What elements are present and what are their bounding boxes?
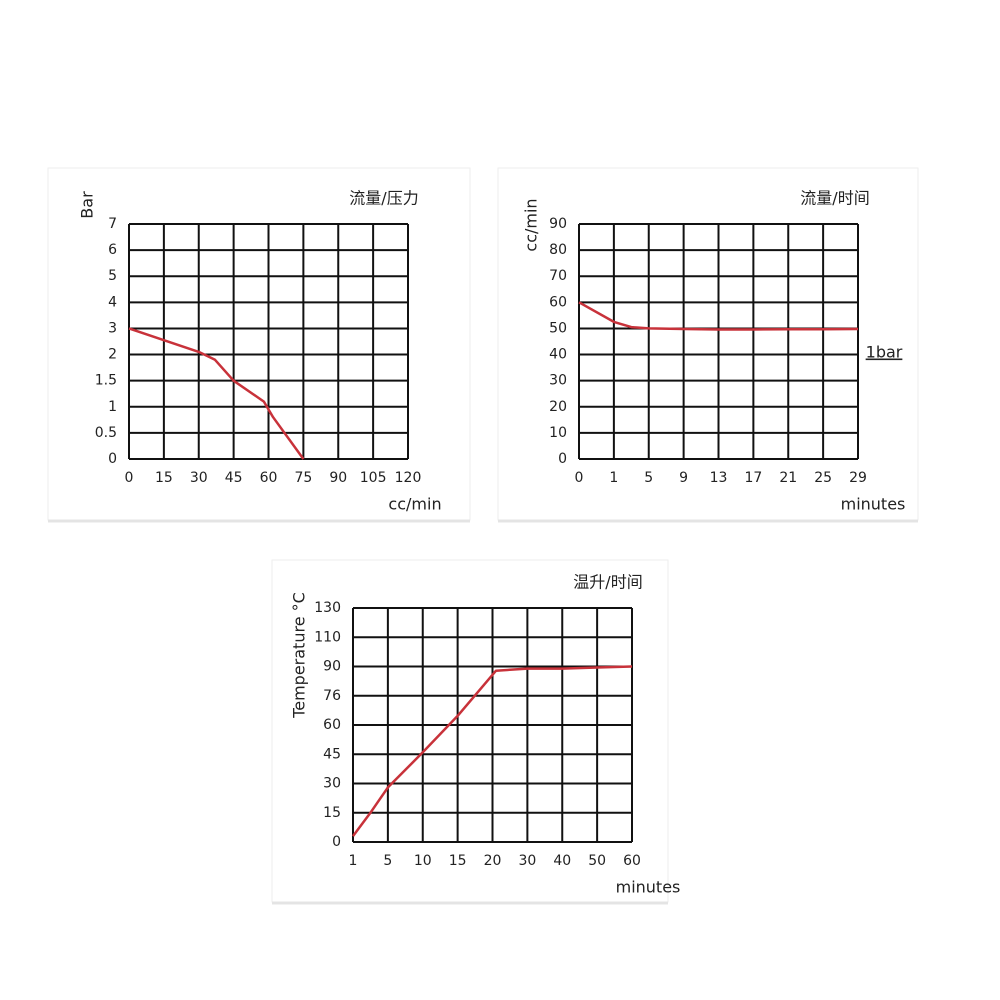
y-tick-label: 50 (549, 320, 567, 336)
x-tick-label: 0 (125, 470, 134, 486)
y-tick-label: 60 (323, 717, 341, 733)
data-line (128, 327, 305, 460)
y-axis-label: Temperature °C (290, 592, 309, 719)
x-tick-label: 1 (349, 853, 358, 869)
data-line (351, 665, 633, 837)
x-tick-label: 5 (644, 470, 653, 486)
y-tick-label: 5 (108, 268, 117, 284)
x-tick-label: 13 (710, 470, 728, 486)
chart-title: 流量/压力 (349, 189, 418, 208)
x-axis-label: cc/min (388, 495, 441, 514)
y-tick-label: 0 (108, 451, 117, 467)
x-tick-label: 5 (383, 853, 392, 869)
y-tick-label: 45 (323, 746, 341, 762)
x-tick-label: 15 (449, 853, 467, 869)
y-tick-label: 90 (323, 659, 341, 675)
x-tick-label: 105 (360, 470, 387, 486)
y-tick-label: 90 (549, 216, 567, 232)
y-tick-label: 80 (549, 242, 567, 258)
card (271, 559, 669, 903)
x-tick-label: 30 (518, 853, 536, 869)
y-axis-label: cc/min (522, 198, 541, 251)
data-line (578, 301, 859, 331)
x-tick-label: 60 (623, 853, 641, 869)
y-tick-label: 20 (549, 399, 567, 415)
x-tick-label: 40 (553, 853, 571, 869)
chart-title: 流量/时间 (800, 189, 869, 208)
x-tick-label: 75 (294, 470, 312, 486)
y-axis-label: Bar (78, 191, 97, 219)
y-tick-label: 70 (549, 268, 567, 284)
y-tick-label: 1.5 (95, 373, 117, 389)
x-tick-label: 90 (329, 470, 347, 486)
x-axis-label: minutes (616, 878, 681, 897)
x-tick-label: 29 (849, 470, 867, 486)
x-tick-label: 17 (744, 470, 762, 486)
y-tick-label: 30 (323, 776, 341, 792)
x-tick-label: 0 (575, 470, 584, 486)
x-tick-label: 45 (225, 470, 243, 486)
chart-title: 温升/时间 (573, 573, 642, 592)
y-tick-label: 30 (549, 373, 567, 389)
x-tick-label: 25 (814, 470, 832, 486)
x-tick-label: 30 (190, 470, 208, 486)
x-tick-label: 1 (609, 470, 618, 486)
y-tick-label: 7 (108, 216, 117, 232)
y-tick-label: 1 (108, 399, 117, 415)
annotation: 1bar (866, 343, 903, 362)
x-tick-label: 21 (779, 470, 797, 486)
x-axis-label: minutes (841, 495, 906, 514)
x-tick-label: 50 (588, 853, 606, 869)
y-tick-label: 4 (108, 294, 117, 310)
y-tick-label: 6 (108, 242, 117, 258)
x-tick-label: 20 (484, 853, 502, 869)
y-tick-label: 0.5 (95, 425, 117, 441)
y-tick-label: 76 (323, 688, 341, 704)
card (497, 167, 919, 521)
x-tick-label: 10 (414, 853, 432, 869)
x-tick-label: 9 (679, 470, 688, 486)
y-tick-label: 2 (108, 347, 117, 363)
y-tick-label: 130 (314, 600, 341, 616)
y-tick-label: 3 (108, 320, 117, 336)
y-tick-label: 60 (549, 294, 567, 310)
y-tick-label: 110 (314, 629, 341, 645)
y-tick-label: 0 (332, 834, 341, 850)
y-tick-label: 15 (323, 805, 341, 821)
y-tick-label: 0 (558, 451, 567, 467)
x-tick-label: 15 (155, 470, 173, 486)
y-tick-label: 40 (549, 347, 567, 363)
card (47, 167, 471, 521)
y-tick-label: 10 (549, 425, 567, 441)
x-tick-label: 60 (260, 470, 278, 486)
x-tick-label: 120 (395, 470, 422, 486)
